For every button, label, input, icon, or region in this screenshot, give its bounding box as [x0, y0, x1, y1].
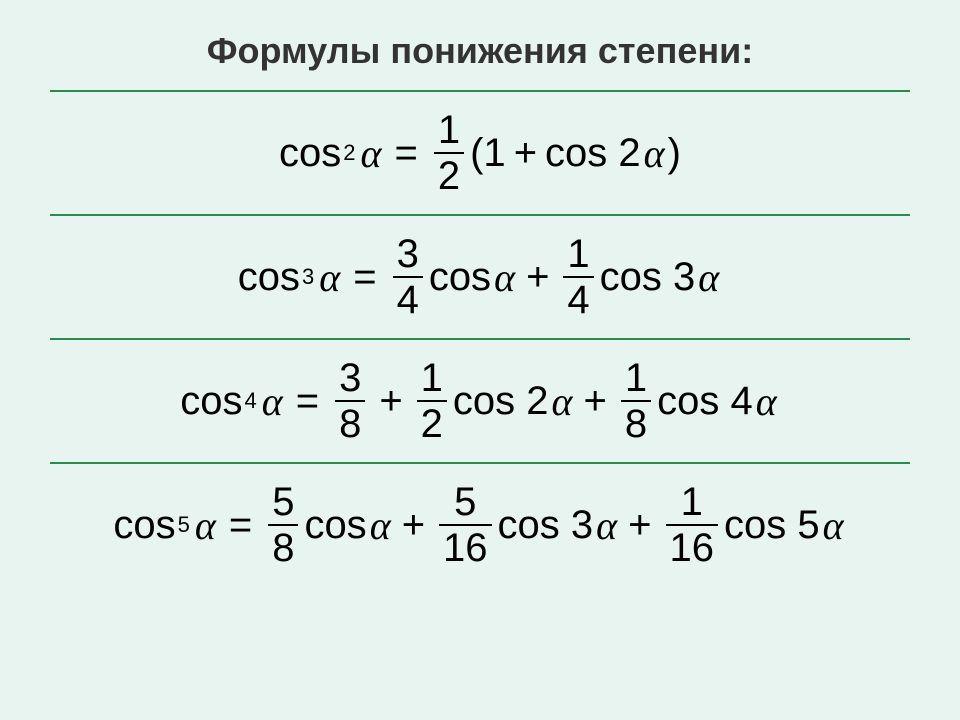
power: 2 [343, 140, 355, 166]
paren: (1 [470, 131, 506, 176]
paren: ) [668, 131, 681, 176]
formula-cos5: cos5 α = 5 8 cosα + 5 16 cos 3α + 1 16 c… [50, 464, 910, 586]
formula-cos4: cos4 α = 3 8 + 1 2 cos 2α + 1 8 cos 4α [50, 340, 910, 462]
slide: Формулы понижения степени: cos2 α = 1 2 … [0, 0, 960, 720]
alpha: α [361, 130, 382, 177]
formula-cos2: cos2 α = 1 2 (1 + cos 2α ) [50, 92, 910, 214]
page-title: Формулы понижения степени: [50, 30, 910, 72]
cos-label: cos [279, 131, 341, 176]
fraction: 1 2 [434, 110, 464, 196]
formula-cos3: cos3 α = 3 4 cosα + 1 4 cos 3α [50, 216, 910, 338]
